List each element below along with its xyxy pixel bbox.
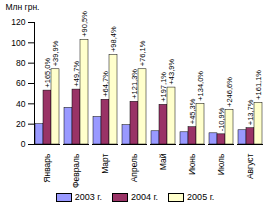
svg-text:+134,0%: +134,0% [196,71,205,101]
svg-text:+13,7%: +13,7% [246,99,255,125]
svg-text:Млн грн.: Млн грн. [6,2,40,12]
html-text:2003 г.: 2003 г. [74,192,102,202]
svg-text:+43,9%: +43,9% [167,59,176,85]
svg-text:+161,1%: +161,1% [254,70,263,100]
svg-text:100: 100 [11,38,25,48]
svg-text:0: 0 [21,139,26,149]
svg-text:+98,4%: +98,4% [109,26,118,52]
svg-text:Август: Август [245,153,255,179]
svg-text:Февраль: Февраль [71,153,81,188]
svg-text:Май: Май [158,153,168,170]
svg-text:60: 60 [16,78,26,88]
svg-text:Апрель: Апрель [129,153,139,182]
svg-text:+246,6%: +246,6% [225,77,234,107]
svg-text:+49,7%: +49,7% [72,61,81,87]
html-text:2004 г.: 2004 г. [130,192,159,202]
svg-text:Июль: Июль [216,153,226,175]
svg-text:+76,1%: +76,1% [138,40,147,66]
svg-text:40: 40 [16,99,26,109]
svg-text:80: 80 [16,58,26,68]
svg-text:Июнь: Июнь [187,153,197,175]
html-text:2005 г.: 2005 г. [187,192,215,202]
svg-text:+165,0%: +165,0% [42,57,52,88]
svg-text:+45,3%: +45,3% [188,98,197,124]
svg-text:+121,3%: +121,3% [130,69,139,99]
svg-text:+197,1%: +197,1% [158,72,168,102]
svg-text:Март: Март [100,153,110,173]
svg-text:Январь: Январь [42,153,52,183]
svg-text:+64,7%: +64,7% [101,71,110,97]
svg-text:20: 20 [16,119,26,129]
svg-text:120: 120 [11,17,25,27]
svg-text:+39,9%: +39,9% [51,40,60,66]
svg-text:-10,9%: -10,9% [217,107,226,131]
svg-text:+90,5%: +90,5% [80,11,89,37]
